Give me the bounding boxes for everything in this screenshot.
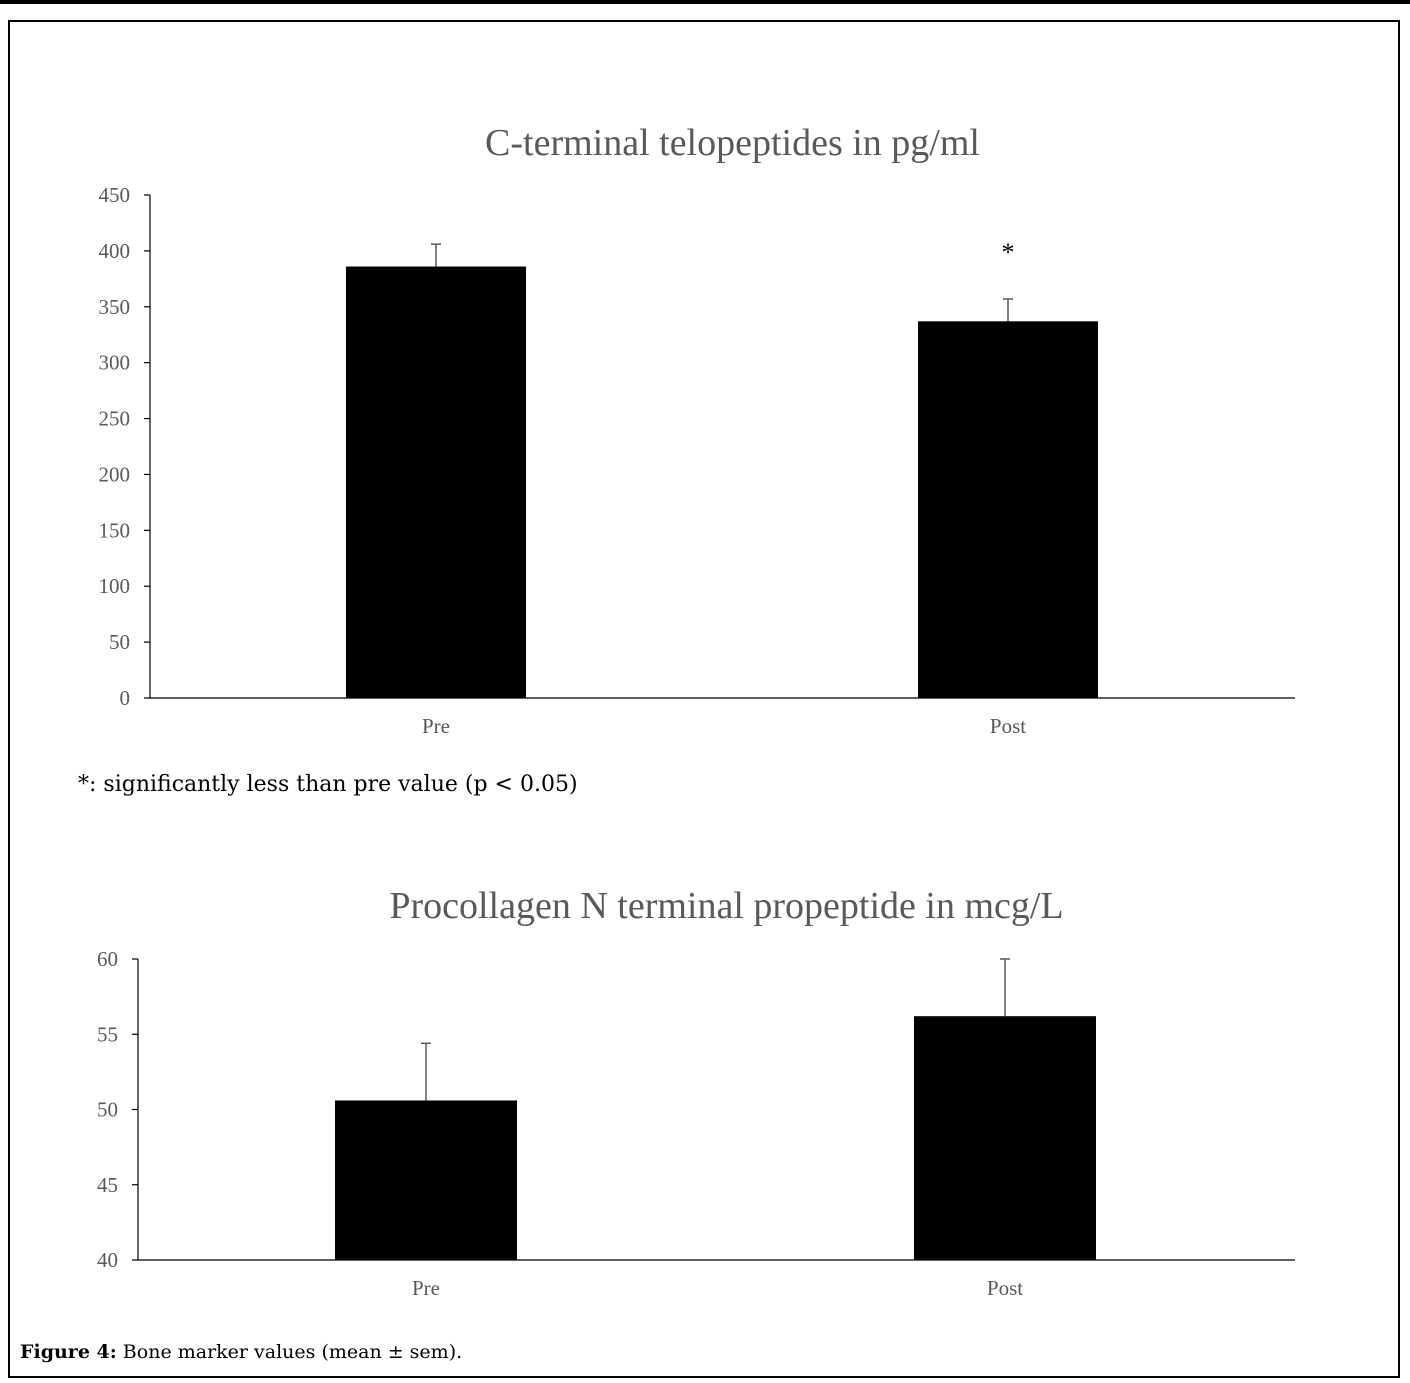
- chart2-category-label: Pre: [412, 1276, 440, 1300]
- chart1-bar-pre: [346, 266, 526, 698]
- chart2-y-tick-label: 50: [97, 1098, 118, 1122]
- chart1-y-tick-label: 400: [99, 239, 131, 263]
- caption-label: Figure 4:: [20, 1341, 117, 1363]
- chart2-bar-post: [914, 1016, 1096, 1260]
- top-rule: [0, 0, 1410, 4]
- chart2-y-tick-label: 60: [97, 947, 118, 971]
- chart1-bar-post: [918, 321, 1098, 698]
- chart1-y-tick-label: 50: [109, 630, 130, 654]
- chart2-category-label: Post: [987, 1276, 1023, 1300]
- chart1-y-tick-label: 300: [99, 351, 131, 375]
- chart1-y-tick-label: 450: [99, 183, 131, 207]
- chart1-y-tick-label: 200: [99, 462, 131, 486]
- chart1-category-label: Pre: [422, 714, 450, 738]
- chart1-category-label: Post: [990, 714, 1026, 738]
- chart1-y-tick-label: 0: [120, 686, 131, 710]
- figure-frame: [8, 20, 1400, 1378]
- significance-note: *: significantly less than pre value (p …: [78, 772, 578, 797]
- chart2-title: Procollagen N terminal propeptide in mcg…: [389, 885, 1063, 927]
- chart1-y-tick-label: 350: [99, 295, 131, 319]
- chart1-y-tick-label: 100: [99, 574, 131, 598]
- chart1-significance-marker: *: [1002, 238, 1015, 267]
- chart1-title: C-terminal telopeptides in pg/ml: [485, 122, 980, 164]
- chart2-bar-pre: [335, 1100, 517, 1260]
- chart1-y-tick-label: 150: [99, 518, 131, 542]
- figure-caption: Figure 4: Bone marker values (mean ± sem…: [20, 1341, 462, 1363]
- caption-text: Bone marker values (mean ± sem).: [116, 1341, 463, 1363]
- chart2-y-tick-label: 55: [97, 1022, 118, 1046]
- chart2-y-tick-label: 45: [97, 1173, 118, 1197]
- chart2-y-tick-label: 40: [97, 1248, 118, 1272]
- chart1-y-tick-label: 250: [99, 407, 131, 431]
